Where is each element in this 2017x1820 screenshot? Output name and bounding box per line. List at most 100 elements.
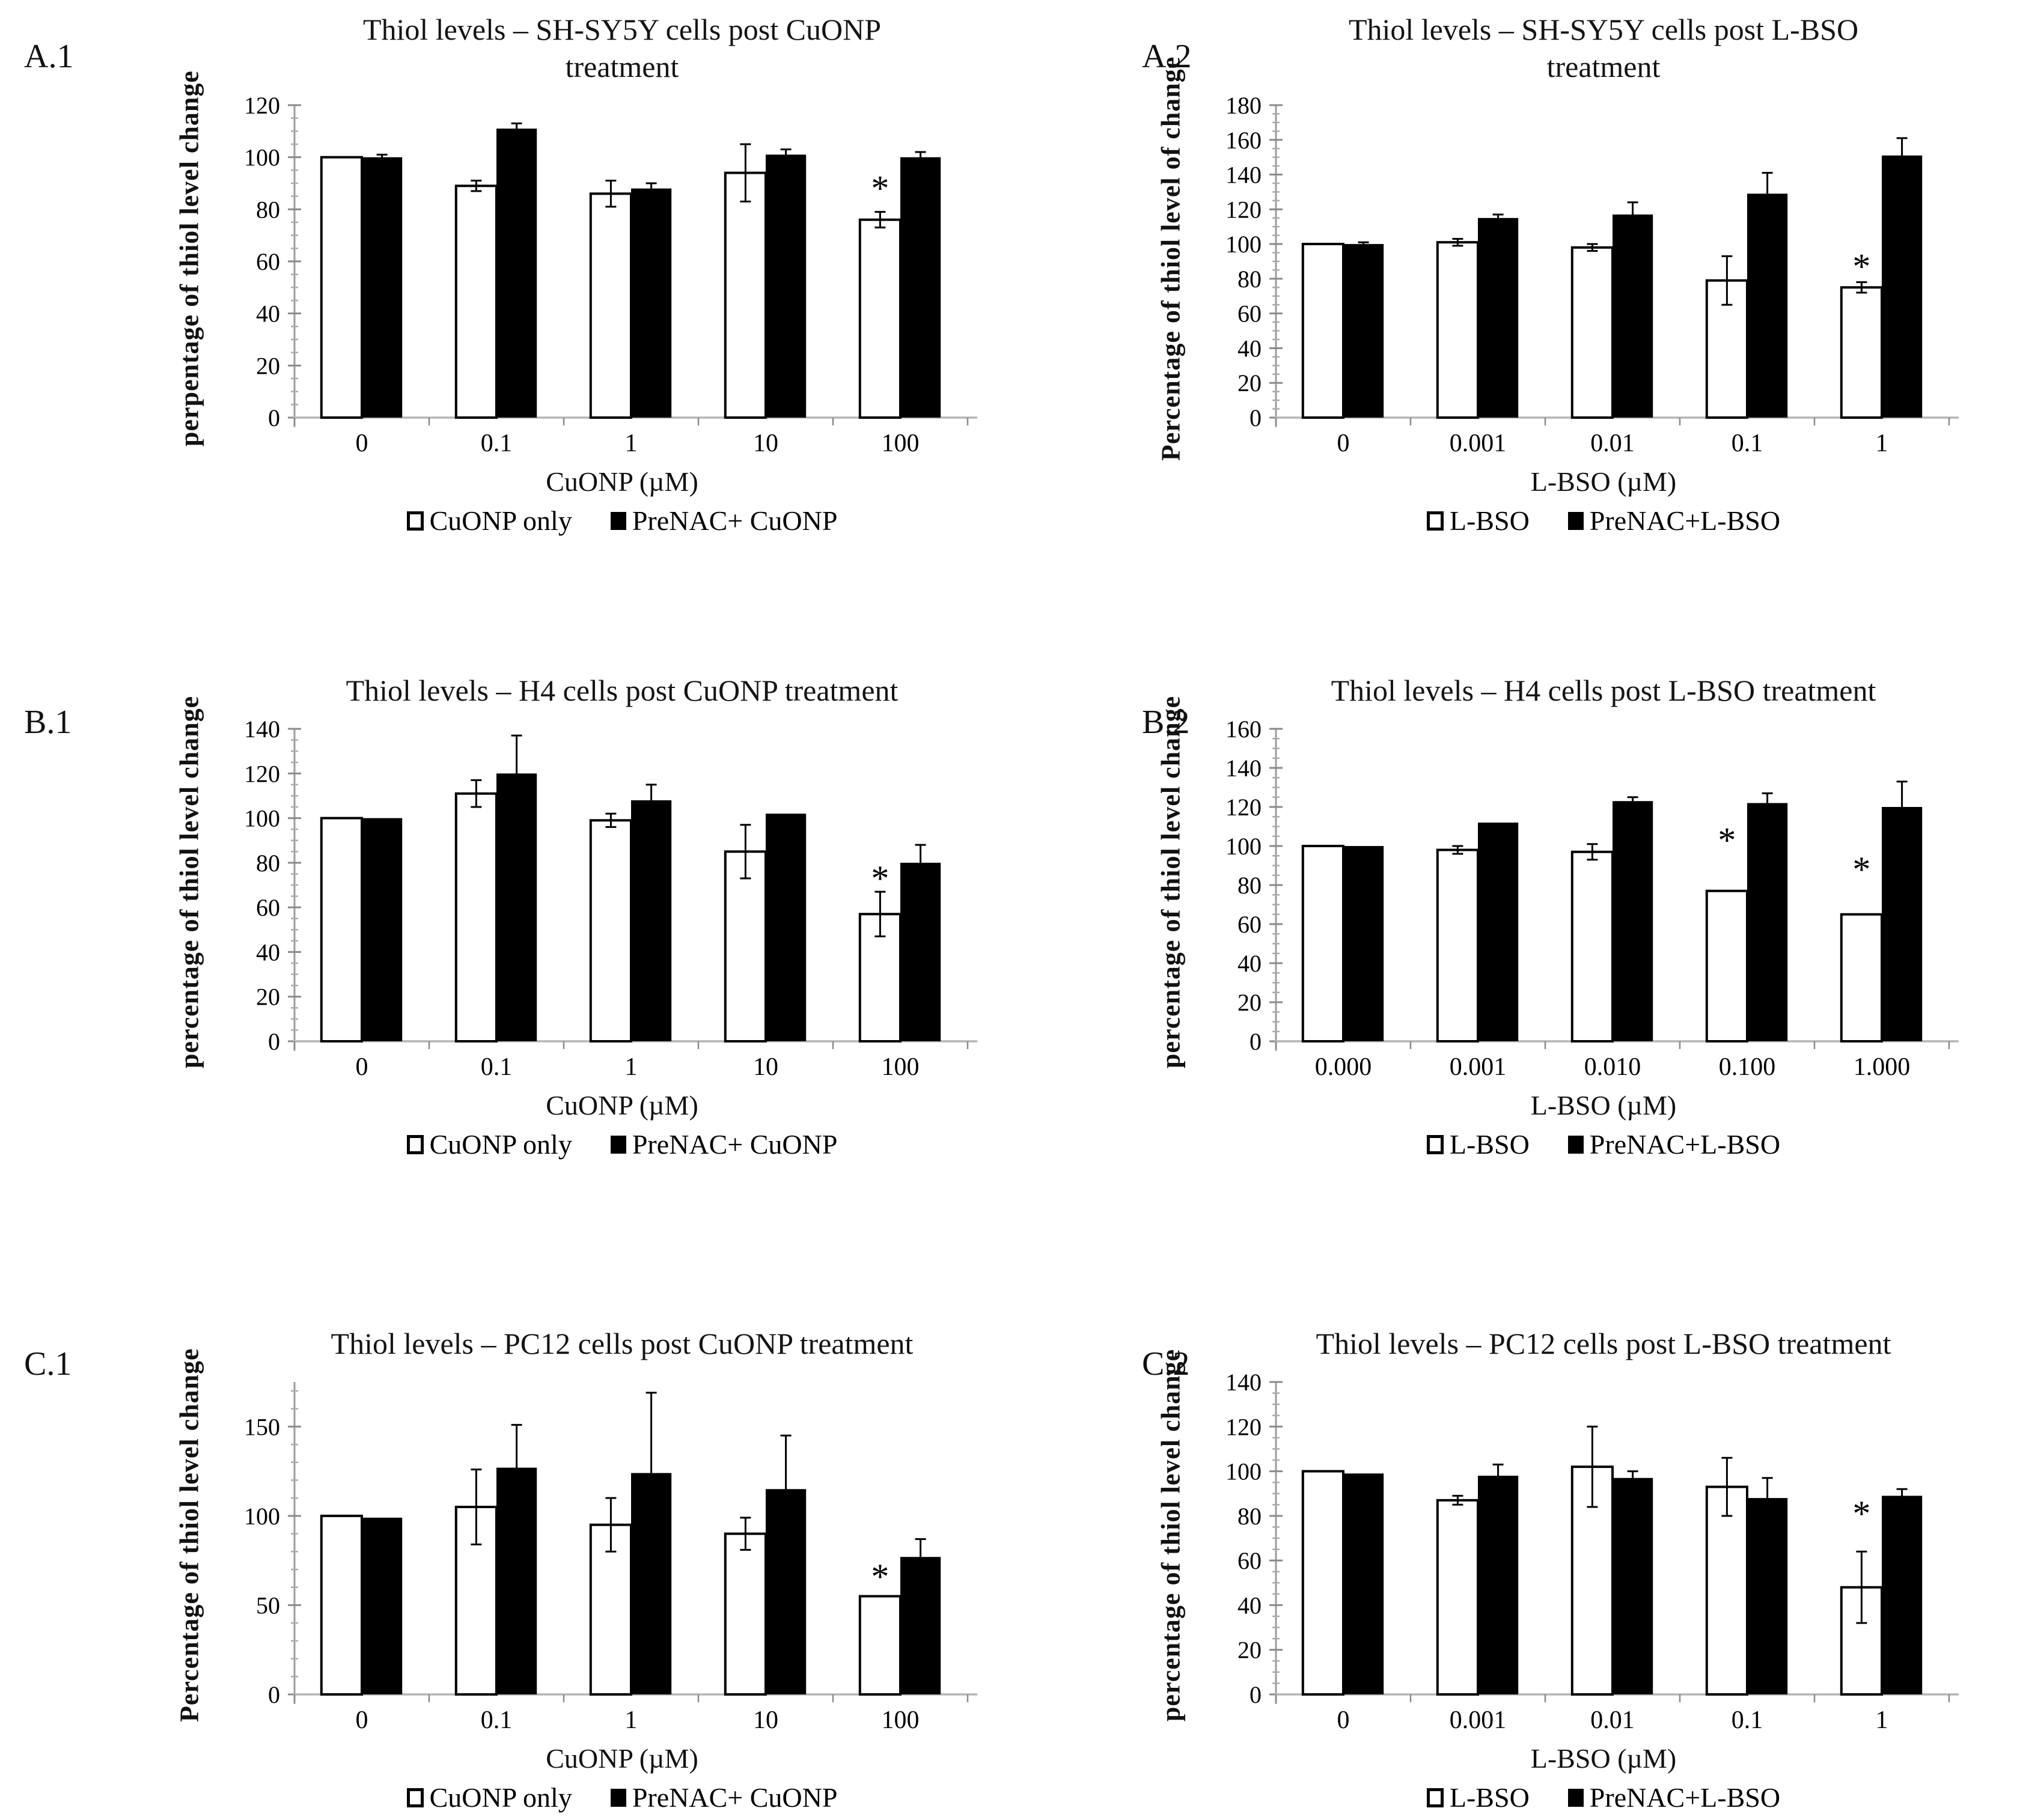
legend-item: L-BSO	[1426, 1128, 1530, 1160]
panel-c1: C.1 Thiol levels – PC12 cells post CuONP…	[0, 1310, 1008, 1820]
x-category-label: 0	[356, 1706, 368, 1734]
y-axis-label: Percentage of thiol level change	[174, 1348, 204, 1723]
legend-label: PreNAC+L-BSO	[1589, 1782, 1781, 1813]
legend-label: L-BSO	[1449, 505, 1530, 536]
bar-open	[1840, 286, 1884, 419]
x-category-label: 0.001	[1450, 1706, 1507, 1734]
legend: CuONP only PreNAC+ CuONP	[168, 1782, 986, 1813]
chart-c2: Thiol levels – PC12 cells post L-BSO tre…	[1150, 1325, 1967, 1813]
x-category-label: 100	[882, 1053, 920, 1081]
y-tick-label: 50	[256, 1592, 280, 1619]
panel-label: A.1	[24, 38, 74, 75]
significance-asterisk: *	[1852, 850, 1870, 889]
bar-open	[1301, 243, 1344, 419]
chart-title: Thiol levels – PC12 cells post L-BSO tre…	[1316, 1327, 1891, 1360]
x-category-label: 0	[356, 1053, 368, 1081]
bar-filled	[1747, 193, 1788, 418]
x-category-label: 0.1	[481, 1053, 513, 1081]
legend-item: PreNAC+L-BSO	[1567, 1128, 1780, 1160]
x-axis-label: L-BSO (µM)	[1530, 1743, 1677, 1774]
bar-open	[320, 817, 363, 1042]
bar-filled	[766, 814, 807, 1041]
legend: L-BSO PreNAC+L-BSO	[1150, 505, 1967, 537]
y-tick-label: 120	[1225, 196, 1262, 223]
y-tick-label: 20	[256, 984, 280, 1011]
panel-a1: A.1 Thiol levels – SH-SY5Y cells post Cu…	[0, 0, 1008, 607]
x-category-label: 0.01	[1590, 1706, 1635, 1734]
x-category-label: 0	[356, 430, 368, 457]
y-tick-label: 80	[1237, 872, 1262, 899]
bar-filled	[1613, 215, 1653, 418]
legend-item: PreNAC+L-BSO	[1567, 505, 1780, 537]
bar-open	[724, 1532, 767, 1696]
x-category-label: 10	[753, 1706, 778, 1734]
bar-open	[1570, 850, 1614, 1042]
x-category-label: 1	[625, 1053, 638, 1081]
bar-filled	[1747, 803, 1788, 1041]
x-category-label: 10	[753, 1053, 778, 1081]
panel-label: B.2	[1142, 704, 1190, 741]
x-category-label: 0.1	[481, 430, 513, 457]
legend: CuONP only PreNAC+ CuONP	[168, 1128, 986, 1160]
bar-open	[589, 819, 632, 1043]
x-category-label: 0.010	[1584, 1053, 1641, 1081]
bar-open	[1705, 889, 1748, 1042]
bar-filled	[1478, 1476, 1519, 1694]
bar-open	[589, 1523, 632, 1696]
bar-open	[589, 192, 632, 419]
bar-filled	[362, 1517, 403, 1694]
panel-b2: B.2 Thiol levels – H4 cells post L-BSO t…	[1008, 607, 2017, 1310]
chart-title: Thiol levels – SH-SY5Y cells post L-BSO	[1348, 13, 1859, 46]
y-tick-label: 140	[244, 716, 280, 743]
chart-b1: Thiol levels – H4 cells post CuONP treat…	[168, 672, 986, 1160]
bar-open	[320, 156, 363, 419]
chart-a2: Thiol levels – SH-SY5Y cells post L-BSO …	[1150, 11, 1967, 537]
x-axis-label: CuONP (µM)	[546, 1743, 698, 1774]
x-category-label: 0.1	[481, 1706, 513, 1734]
y-tick-label: 60	[1237, 911, 1262, 938]
bar-open	[1436, 848, 1479, 1042]
y-axis-label: perpentage of thiol level change	[174, 70, 204, 446]
bar-open	[1840, 913, 1884, 1042]
legend-label: PreNAC+ CuONP	[632, 1129, 838, 1160]
legend-item: PreNAC+ CuONP	[610, 505, 837, 537]
y-tick-label: 20	[256, 352, 280, 379]
bar-filled	[1343, 1473, 1384, 1694]
bar-open	[724, 850, 767, 1043]
y-tick-label: 80	[1237, 266, 1262, 293]
filled-square-marker	[610, 1135, 626, 1154]
y-tick-label: 20	[1237, 1637, 1262, 1664]
bar-filled	[631, 188, 672, 418]
y-tick-label: 150	[244, 1413, 280, 1440]
filled-square-marker	[1567, 1135, 1584, 1154]
plot-area: percentage of thiol level change 0 20 40 60…	[1150, 1349, 1967, 1739]
panel-c2: C.2 Thiol levels – PC12 cells post L-BSO…	[1008, 1310, 2017, 1820]
y-tick-label: 80	[256, 196, 280, 223]
y-tick-label: 140	[1225, 1369, 1262, 1396]
x-axis-label: L-BSO (µM)	[1530, 466, 1677, 497]
x-category-label: 0.001	[1450, 430, 1507, 457]
legend: L-BSO PreNAC+L-BSO	[1150, 1128, 1967, 1160]
y-tick-label: 60	[1237, 1547, 1262, 1574]
bar-filled	[1747, 1498, 1788, 1694]
significance-asterisk: *	[871, 169, 889, 208]
y-tick-label: 100	[244, 805, 280, 832]
open-square-marker	[406, 1788, 424, 1807]
chart-title-line2: treatment	[565, 50, 679, 84]
y-tick-label: 100	[1225, 231, 1262, 258]
bar-filled	[1478, 218, 1519, 418]
chart-title: Thiol levels – H4 cells post L-BSO treat…	[1331, 674, 1876, 707]
bar-open	[1436, 241, 1479, 419]
x-axis-label: CuONP (µM)	[546, 1090, 698, 1121]
bar-open	[1705, 1485, 1748, 1696]
bar-chart: 0 50 100 150 0 0.1 1 10 * 100	[244, 1382, 977, 1734]
panel-b1: B.1 Thiol levels – H4 cells post CuONP t…	[0, 607, 1008, 1310]
y-tick-label: 0	[268, 404, 280, 431]
bar-filled	[631, 800, 672, 1041]
y-tick-label: 0	[1250, 404, 1262, 431]
legend-label: CuONP only	[429, 1129, 572, 1160]
bar-open	[320, 1514, 363, 1696]
legend-item: L-BSO	[1426, 1782, 1530, 1813]
x-category-label: 1	[1876, 430, 1888, 457]
bar-filled	[362, 157, 403, 418]
